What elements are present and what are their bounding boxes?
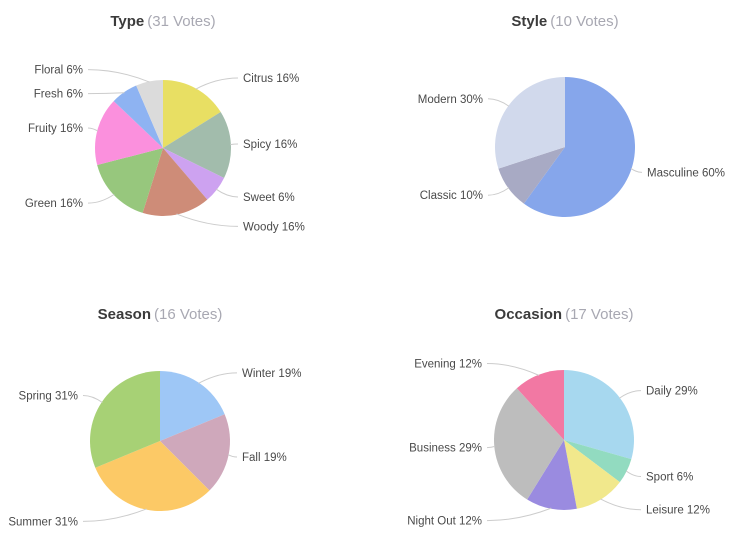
pie-slice-floral[interactable]	[136, 80, 163, 148]
slice-label-sport: Sport 6%	[646, 472, 693, 484]
leader-line-fresh	[87, 92, 125, 95]
slice-label-fresh: Fresh 6%	[34, 89, 83, 101]
pie-slice-green[interactable]	[97, 148, 163, 213]
pie-slice-citrus[interactable]	[163, 80, 221, 148]
pie-slice-fall[interactable]	[160, 414, 231, 491]
pie-slice-sport[interactable]	[564, 440, 632, 483]
pie-slice-fresh[interactable]	[113, 85, 163, 148]
leader-line-citrus	[195, 77, 239, 90]
chart-votes-count: (31 Votes)	[147, 13, 216, 30]
chart-title-text: Occasion	[494, 306, 563, 323]
slice-label-night-out: Night Out 12%	[407, 516, 482, 528]
occasion-pie-chart: Daily 29% Sport 6% Leisure 12% Night Out 12…	[407, 359, 710, 528]
leader-line-fruity	[87, 127, 99, 132]
leader-line-evening	[486, 363, 540, 376]
pie-slice-spring[interactable]	[90, 371, 160, 468]
leader-line-spring	[82, 394, 103, 403]
pie-slice-summer[interactable]	[95, 441, 210, 512]
chart-title-text: Season	[97, 306, 151, 323]
slice-label-classic: Classic 10%	[420, 190, 483, 202]
chart-votes-count: (17 Votes)	[565, 306, 634, 323]
leader-line-woody	[176, 213, 239, 227]
pie-slice-daily[interactable]	[564, 370, 635, 460]
pie-slice-woody[interactable]	[142, 148, 208, 217]
leader-line-floral	[87, 69, 150, 83]
chart-occasion-title: Occasion (17 Votes)	[414, 305, 714, 325]
chart-votes-count: (16 Votes)	[153, 306, 223, 323]
leader-line-winter	[198, 372, 238, 384]
leader-line-classic	[487, 187, 510, 196]
chart-style-title: Style (10 Votes)	[415, 12, 715, 32]
pie-slice-evening[interactable]	[516, 370, 564, 440]
slice-label-summer: Summer 31%	[8, 516, 78, 528]
pie-slice-leisure[interactable]	[564, 440, 620, 509]
slice-label-sweet: Sweet 6%	[243, 192, 295, 204]
slice-label-floral: Floral 6%	[34, 65, 83, 77]
slice-label-evening: Evening 12%	[414, 359, 482, 371]
leader-line-business	[486, 445, 496, 449]
leader-line-leisure	[600, 498, 642, 511]
chart-votes-count: (10 Votes)	[550, 13, 619, 30]
leader-line-green	[87, 193, 115, 204]
chart-title-text: Style	[511, 13, 548, 30]
pie-slice-fruity[interactable]	[94, 101, 163, 166]
slice-label-fruity: Fruity 16%	[28, 123, 83, 135]
slice-label-spring: Spring 31%	[19, 390, 78, 402]
season-pie-chart: Winter 19% Fall 19% Summer 31% Spring 31%	[8, 368, 301, 529]
chart-style: Style (10 Votes) Masculine 60% Classic 10%…	[369, 0, 738, 262]
leader-line-sweet	[215, 188, 239, 198]
style-pie-chart: Masculine 60% Classic 10% Modern 30%	[418, 76, 725, 218]
pie-slice-spicy[interactable]	[163, 112, 232, 178]
slice-label-leisure: Leisure 12%	[646, 505, 710, 517]
slice-label-citrus: Citrus 16%	[243, 73, 299, 85]
chart-type-title: Type (31 Votes)	[13, 12, 313, 32]
pie-slice-classic[interactable]	[498, 147, 565, 204]
leader-line-fall	[227, 454, 238, 458]
slice-label-spicy: Spicy 16%	[243, 139, 297, 151]
slice-label-woody: Woody 16%	[243, 221, 305, 233]
pie-slice-winter[interactable]	[160, 371, 225, 441]
chart-occasion: Occasion (17 Votes) Daily 29% Sport 6% Leis…	[369, 293, 738, 555]
slice-label-business: Business 29%	[409, 443, 482, 455]
leader-line-night-out	[486, 507, 552, 522]
pie-slice-masculine[interactable]	[523, 76, 636, 218]
type-pie-chart: Citrus 16% Spicy 16% Sweet 6% Woody 16% Gree…	[25, 65, 305, 234]
leader-line-masculine	[630, 168, 643, 173]
pie-slice-night-out[interactable]	[527, 440, 577, 511]
leader-line-sport	[625, 470, 642, 478]
slice-label-fall: Fall 19%	[242, 452, 287, 464]
pie-slice-business[interactable]	[493, 388, 564, 500]
pie-slice-sweet[interactable]	[163, 148, 225, 200]
slice-label-modern: Modern 30%	[418, 94, 483, 106]
leader-line-spicy	[230, 143, 239, 146]
pie-slice-modern[interactable]	[495, 77, 565, 169]
slice-label-daily: Daily 29%	[646, 386, 698, 398]
slice-label-winter: Winter 19%	[242, 368, 301, 380]
leader-line-daily	[619, 390, 642, 399]
slice-label-green: Green 16%	[25, 198, 83, 210]
chart-title-text: Type	[110, 13, 145, 30]
chart-season: Season (16 Votes) Winter 19% Fall 19% Summe…	[0, 293, 369, 555]
chart-season-title: Season (16 Votes)	[10, 305, 310, 325]
slice-label-masculine: Masculine 60%	[647, 167, 725, 179]
leader-line-modern	[487, 98, 510, 107]
chart-type: Type (31 Votes) Citrus 16% Spicy 16% Sweet …	[0, 0, 369, 262]
leader-line-summer	[82, 508, 147, 522]
